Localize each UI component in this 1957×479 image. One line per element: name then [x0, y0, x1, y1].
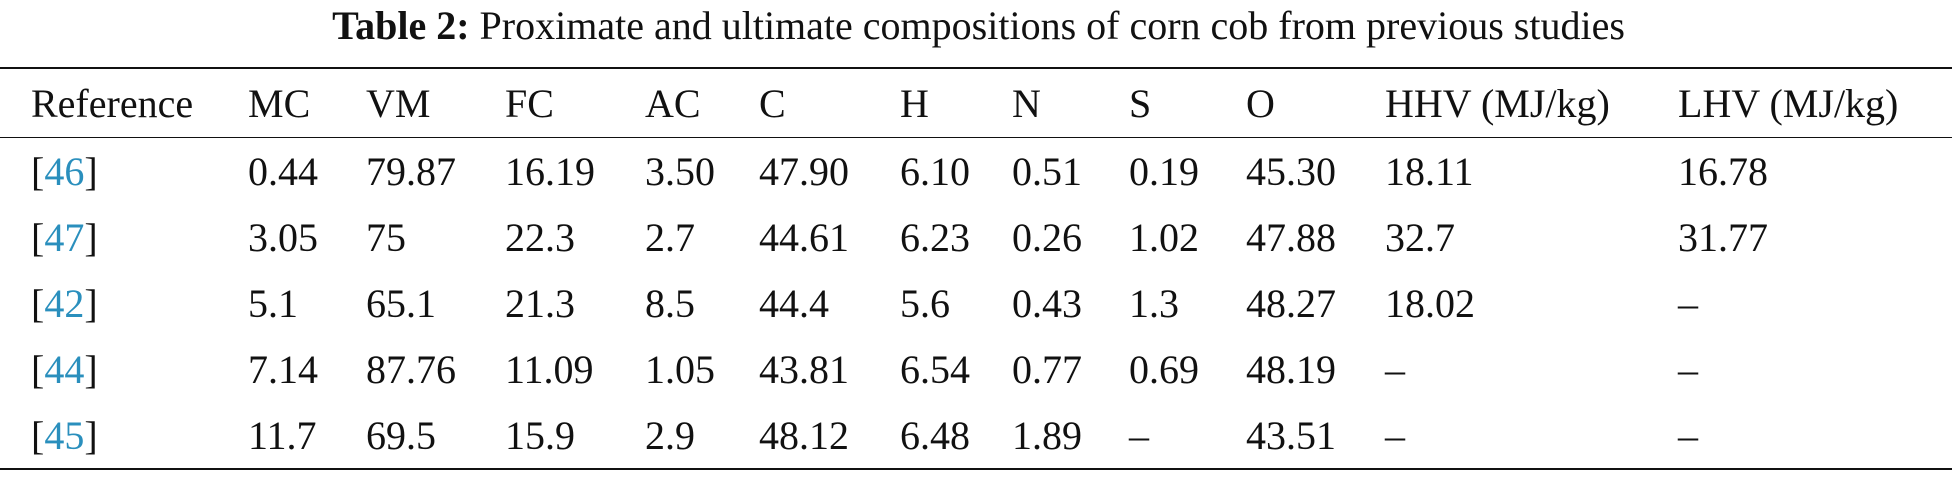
- value-cell: –: [1385, 412, 1405, 458]
- table-row: [46] 0.44 79.87 16.19 3.50 47.90 6.10 0.51 0.19 4…: [0, 138, 1952, 205]
- value-cell: 5.1: [248, 280, 298, 326]
- value-cell: –: [1385, 346, 1405, 392]
- value-cell: 0.19: [1129, 148, 1199, 194]
- column-header: FC: [505, 80, 554, 126]
- value-cell: 1.05: [645, 346, 715, 392]
- column-header: Reference: [31, 80, 194, 126]
- value-cell: 44.61: [759, 214, 849, 260]
- value-cell: 6.48: [900, 412, 970, 458]
- value-cell: 47.90: [759, 148, 849, 194]
- value-cell: –: [1678, 412, 1698, 458]
- column-header: MC: [248, 80, 311, 126]
- bracket: ]: [84, 148, 98, 194]
- data-table: Reference MC VM FC AC C H N S O HHV (MJ/kg) LHV (MJ…: [0, 67, 1952, 470]
- caption-label: Table 2:: [332, 3, 470, 48]
- value-cell: 43.51: [1246, 412, 1336, 458]
- bracket: [: [31, 214, 45, 260]
- value-cell: 8.5: [645, 280, 695, 326]
- value-cell: 0.26: [1012, 214, 1082, 260]
- table-body: [46] 0.44 79.87 16.19 3.50 47.90 6.10 0.51 0.19 4…: [0, 138, 1952, 469]
- value-cell: 1.02: [1129, 214, 1199, 260]
- table-row: [42] 5.1 65.1 21.3 8.5 44.4 5.6 0.43 1.3 48.27 18.…: [0, 270, 1952, 336]
- value-cell: 43.81: [759, 346, 849, 392]
- value-cell: 32.7: [1385, 214, 1455, 260]
- value-cell: 1.89: [1012, 412, 1082, 458]
- reference-link[interactable]: 44: [44, 346, 85, 392]
- value-cell: 0.44: [248, 148, 318, 194]
- column-header: H: [900, 80, 929, 126]
- value-cell: 65.1: [366, 280, 436, 326]
- value-cell: 21.3: [505, 280, 575, 326]
- column-header: O: [1246, 80, 1275, 126]
- reference-cell: [46]: [0, 138, 248, 205]
- value-cell: 79.87: [366, 148, 456, 194]
- value-cell: 7.14: [248, 346, 318, 392]
- value-cell: 15.9: [505, 412, 575, 458]
- bracket: [: [31, 148, 45, 194]
- value-cell: 11.7: [248, 412, 317, 458]
- value-cell: 48.19: [1246, 346, 1336, 392]
- value-cell: 48.27: [1246, 280, 1336, 326]
- value-cell: 22.3: [505, 214, 575, 260]
- column-header: HHV (MJ/kg): [1385, 80, 1610, 126]
- bracket: ]: [84, 280, 98, 326]
- bracket: ]: [84, 214, 98, 260]
- value-cell: 18.02: [1385, 280, 1475, 326]
- value-cell: 87.76: [366, 346, 456, 392]
- table-caption: Table 2: Proximate and ultimate compositi…: [0, 4, 1957, 48]
- column-header: S: [1129, 80, 1152, 126]
- value-cell: 45.30: [1246, 148, 1336, 194]
- column-header: AC: [645, 80, 701, 126]
- reference-link[interactable]: 46: [44, 148, 85, 194]
- reference-link[interactable]: 45: [44, 412, 85, 458]
- value-cell: 0.77: [1012, 346, 1082, 392]
- value-cell: 5.6: [900, 280, 950, 326]
- value-cell: –: [1129, 412, 1149, 458]
- reference-cell: [42]: [0, 270, 248, 336]
- value-cell: 16.19: [505, 148, 595, 194]
- bracket: ]: [84, 346, 98, 392]
- column-header: VM: [366, 80, 431, 126]
- bracket: [: [31, 412, 45, 458]
- column-header: LHV (MJ/kg): [1678, 80, 1899, 126]
- value-cell: 6.23: [900, 214, 970, 260]
- value-cell: –: [1678, 280, 1698, 326]
- value-cell: 47.88: [1246, 214, 1336, 260]
- value-cell: 16.78: [1678, 148, 1768, 194]
- value-cell: 18.11: [1385, 148, 1474, 194]
- value-cell: 0.51: [1012, 148, 1082, 194]
- value-cell: 75: [366, 214, 406, 260]
- value-cell: 69.5: [366, 412, 436, 458]
- value-cell: 1.3: [1129, 280, 1179, 326]
- value-cell: –: [1678, 346, 1698, 392]
- value-cell: 2.7: [645, 214, 695, 260]
- value-cell: 3.50: [645, 148, 715, 194]
- table-row: [44] 7.14 87.76 11.09 1.05 43.81 6.54 0.77 0.69 4…: [0, 336, 1952, 402]
- table-row: [47] 3.05 75 22.3 2.7 44.61 6.23 0.26 1.02 47.88 3…: [0, 204, 1952, 270]
- value-cell: 48.12: [759, 412, 849, 458]
- reference-cell: [47]: [0, 204, 248, 270]
- value-cell: 11.09: [505, 346, 594, 392]
- caption-text: Proximate and ultimate compositions of c…: [479, 3, 1625, 48]
- reference-cell: [44]: [0, 336, 248, 402]
- value-cell: 6.54: [900, 346, 970, 392]
- bracket: [: [31, 346, 45, 392]
- column-header: C: [759, 80, 786, 126]
- value-cell: 2.9: [645, 412, 695, 458]
- reference-cell: [45]: [0, 402, 248, 469]
- value-cell: 6.10: [900, 148, 970, 194]
- reference-link[interactable]: 42: [44, 280, 85, 326]
- value-cell: 0.43: [1012, 280, 1082, 326]
- column-header: N: [1012, 80, 1041, 126]
- bracket: [: [31, 280, 45, 326]
- value-cell: 44.4: [759, 280, 829, 326]
- value-cell: 3.05: [248, 214, 318, 260]
- reference-link[interactable]: 47: [44, 214, 85, 260]
- bracket: ]: [84, 412, 98, 458]
- value-cell: 0.69: [1129, 346, 1199, 392]
- value-cell: 31.77: [1678, 214, 1768, 260]
- header-row: Reference MC VM FC AC C H N S O HHV (MJ/kg) LHV (MJ…: [0, 68, 1952, 138]
- table-row: [45] 11.7 69.5 15.9 2.9 48.12 6.48 1.89–43.51– –: [0, 402, 1952, 469]
